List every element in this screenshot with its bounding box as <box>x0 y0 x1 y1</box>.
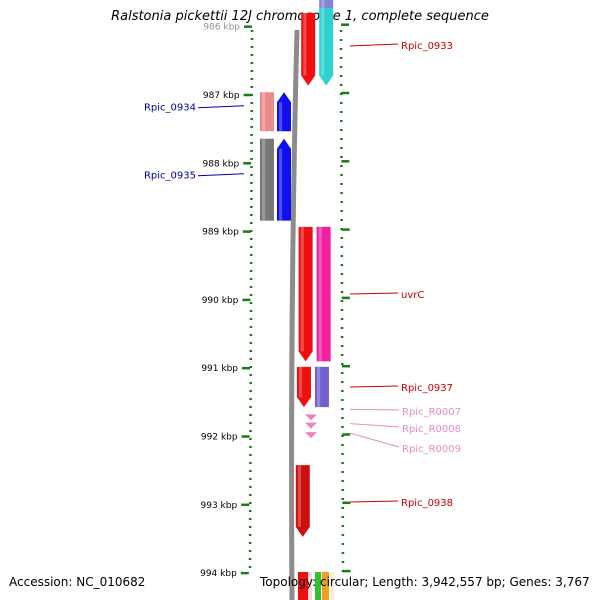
ruler-tick-label: 993 kbp <box>201 501 238 511</box>
gene-arrow-Rpic_0937-shine <box>299 366 303 398</box>
gene-arrow-uvrC-shine <box>300 226 304 352</box>
gene-arrow-Rpic_0934-shine <box>279 102 283 132</box>
gene-Rpic_0935-label: Rpic_0935 <box>144 171 196 182</box>
gene-arrow-uvrC <box>298 226 313 362</box>
companion2-Rpic_0933-shine <box>321 0 325 8</box>
companion-uvrC <box>316 226 331 362</box>
backbone-layer <box>289 29 300 600</box>
rna-Rpic_R0008 <box>305 422 317 429</box>
rna-Rpic_R0007 <box>305 414 317 421</box>
gene-arrow-Rpic_0938 <box>295 465 310 537</box>
gene-arrow-Rpic_0935-shine <box>279 148 283 221</box>
ruler-tick-label: 990 kbp <box>202 296 239 306</box>
chromosome-backbone <box>289 29 300 600</box>
rna-Rpic_R0009-label: Rpic_R0009 <box>402 444 461 455</box>
companion-Rpic_0933 <box>319 8 334 86</box>
gene-Rpic_0934-label: Rpic_0934 <box>144 103 196 114</box>
companion-uvrC-shine <box>318 226 322 362</box>
gene-arrow-Rpic_0937 <box>296 366 311 408</box>
gene-Rpic_0935-leader <box>197 173 245 177</box>
companion-Rpic_0934-shine <box>262 92 266 132</box>
rna-Rpic_R0008-leader <box>349 423 400 428</box>
rna-Rpic_R0009 <box>305 432 317 439</box>
ruler-tick-label: 991 kbp <box>201 364 238 374</box>
partial-feature <box>315 572 321 600</box>
gene-Rpic_0933-leader <box>349 43 399 47</box>
gene-Rpic_0938-leader <box>349 500 399 503</box>
companion-Rpic_0937 <box>314 366 329 408</box>
gene-arrow-Rpic_0934 <box>277 92 291 132</box>
map-title: Ralstonia pickettii 12J chromosome 1, co… <box>111 9 489 24</box>
ruler-tick-label: 987 kbp <box>203 91 240 101</box>
ruler-tick-label: 992 kbp <box>201 433 238 443</box>
gene-arrow-Rpic_0933-shine <box>303 13 307 76</box>
right-guide-line <box>339 29 345 573</box>
gene-Rpic_0934-leader <box>197 105 245 109</box>
features-layer <box>260 0 334 600</box>
companion2-Rpic_0933 <box>319 0 334 8</box>
gene-Rpic_0937-label: Rpic_0937 <box>401 383 453 394</box>
summary-text: Topology: circular; Length: 3,942,557 bp… <box>260 575 590 589</box>
rna-Rpic_R0008-label: Rpic_R0008 <box>402 424 461 435</box>
gene-arrow-Rpic_0938-shine <box>297 465 301 527</box>
accession-text: Accession: NC_010682 <box>9 575 146 589</box>
gene-Rpic_0937-leader <box>349 385 399 388</box>
gene-Rpic_0933-label: Rpic_0933 <box>401 41 453 52</box>
rna-Rpic_R0007-label: Rpic_R0007 <box>402 407 461 418</box>
partial-feature <box>298 572 308 600</box>
companion-Rpic_0934 <box>260 92 274 132</box>
companion-Rpic_0935-shine <box>262 138 266 221</box>
ruler-tick-label: 988 kbp <box>203 159 240 169</box>
feature-labels: Rpic_0934 Rpic_0935 Rpic_0933 uvrC Rpic_0937… <box>144 41 461 509</box>
rna-Rpic_R0009-leader <box>349 432 400 448</box>
ruler-tick-label: 986 kbp <box>203 23 240 33</box>
gene-uvrC-label: uvrC <box>401 290 424 301</box>
gene-arrow-Rpic_0935 <box>277 138 291 221</box>
partial-feature <box>330 572 334 600</box>
companion-Rpic_0933-shine <box>321 8 325 76</box>
rna-Rpic_R0007-leader <box>349 408 400 411</box>
dotted-guides <box>248 29 345 573</box>
ruler-tick-label: 989 kbp <box>202 228 239 238</box>
gene-arrow-Rpic_0933 <box>301 13 316 86</box>
gene-Rpic_0938-label: Rpic_0938 <box>401 498 453 509</box>
ruler-ticks: 986 kbp 987 kbp 988 kbp 989 kbp 990 kbp 991 k… <box>200 23 351 579</box>
partial-feature <box>322 572 329 600</box>
companion-Rpic_0935 <box>260 138 274 221</box>
gene-uvrC-leader <box>349 292 399 295</box>
companion-Rpic_0937-shine <box>317 366 321 408</box>
ruler-tick-label: 994 kbp <box>200 569 237 579</box>
